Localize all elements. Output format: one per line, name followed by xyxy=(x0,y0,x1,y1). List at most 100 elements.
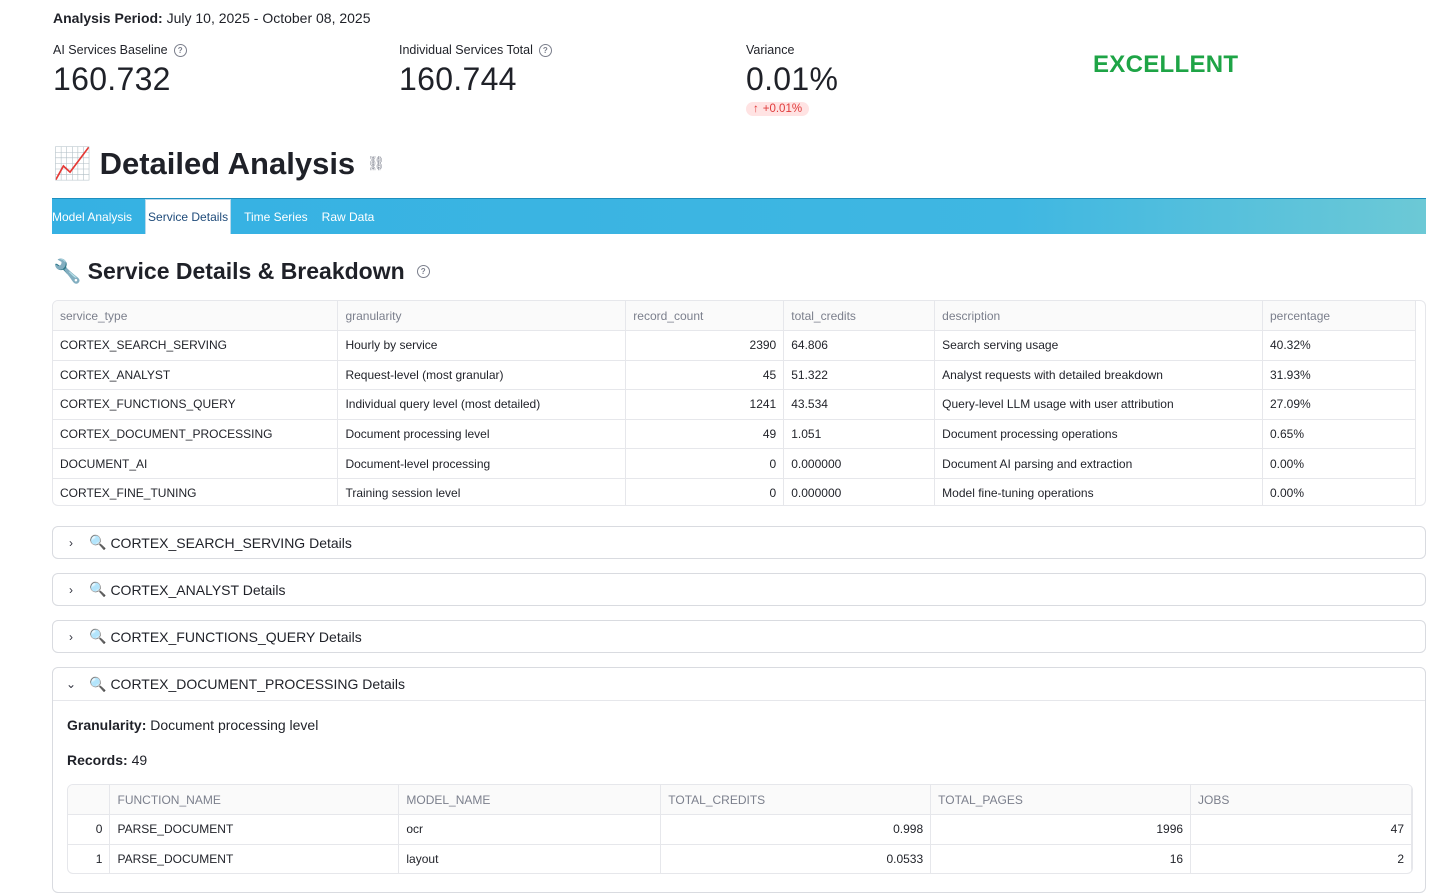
table-cell[interactable]: 0.00% xyxy=(1262,478,1416,505)
table-cell[interactable]: 0.000000 xyxy=(783,478,936,505)
metric-individual-total: Individual Services Total ? 160.744 xyxy=(399,43,552,98)
column-header[interactable]: record_count xyxy=(625,301,785,331)
page-title: Detailed Analysis xyxy=(99,145,356,181)
link-icon[interactable]: ⛓ xyxy=(367,155,385,171)
chart-emoji-icon: 📈 xyxy=(53,146,92,181)
table-row: CORTEX_FUNCTIONS_QUERY Individual query … xyxy=(53,389,1416,420)
table-cell[interactable]: 27.09% xyxy=(1262,389,1416,420)
tab-raw-data[interactable]: Raw Data xyxy=(321,209,375,224)
column-header[interactable]: percentage xyxy=(1262,301,1416,331)
table-cell[interactable]: PARSE_DOCUMENT xyxy=(109,844,400,873)
chevron-down-icon: ⌄ xyxy=(65,677,77,691)
status-text: EXCELLENT xyxy=(1093,51,1239,78)
column-header[interactable]: MODEL_NAME xyxy=(398,785,662,815)
metric-label: Individual Services Total xyxy=(399,43,533,57)
table-cell[interactable]: 2 xyxy=(1190,844,1412,873)
column-header[interactable]: granularity xyxy=(337,301,627,331)
table-cell[interactable]: Query-level LLM usage with user attribut… xyxy=(934,389,1263,420)
help-icon[interactable]: ? xyxy=(173,43,187,57)
expander-functions-query[interactable]: › 🔍 CORTEX_FUNCTIONS_QUERY Details xyxy=(52,620,1426,653)
records-label: Records: xyxy=(67,752,128,768)
metric-delta-badge: ↑ +0.01% xyxy=(746,102,810,116)
table-cell[interactable]: 51.322 xyxy=(783,360,936,391)
table-cell[interactable]: CORTEX_ANALYST xyxy=(53,360,339,391)
table-cell[interactable]: 40.32% xyxy=(1262,330,1416,361)
help-icon[interactable]: ? xyxy=(538,43,552,57)
table-cell[interactable]: Request-level (most granular) xyxy=(337,360,627,391)
column-header[interactable]: JOBS xyxy=(1190,785,1412,815)
table-cell[interactable]: Model fine-tuning operations xyxy=(934,478,1263,505)
table-cell[interactable]: layout xyxy=(398,844,662,873)
tab-service-details[interactable]: Service Details xyxy=(145,199,232,234)
table-row: 1 PARSE_DOCUMENT layout 0.0533 16 2 xyxy=(68,844,1412,873)
document-processing-table[interactable]: FUNCTION_NAME MODEL_NAME TOTAL_CREDITS T… xyxy=(67,784,1413,874)
expander-label: CORTEX_SEARCH_SERVING Details xyxy=(110,534,352,551)
table-cell[interactable]: 1241 xyxy=(625,389,785,420)
table-cell[interactable]: ocr xyxy=(398,814,662,845)
magnifier-icon: 🔍 xyxy=(89,675,107,692)
table-cell[interactable]: 0 xyxy=(625,448,785,479)
table-cell[interactable]: 16 xyxy=(930,844,1192,873)
table-cell[interactable]: Document AI parsing and extraction xyxy=(934,448,1263,479)
table-cell[interactable]: PARSE_DOCUMENT xyxy=(109,814,400,845)
table-header-row: service_type granularity record_count to… xyxy=(53,301,1416,331)
table-cell[interactable]: CORTEX_SEARCH_SERVING xyxy=(53,330,339,361)
row-index: 0 xyxy=(68,814,111,845)
detailed-analysis-heading: 📈 Detailed Analysis ⛓ xyxy=(53,145,385,182)
column-header[interactable]: TOTAL_CREDITS xyxy=(660,785,932,815)
table-cell[interactable]: 47 xyxy=(1190,814,1412,845)
expander-analyst[interactable]: › 🔍 CORTEX_ANALYST Details xyxy=(52,573,1426,606)
table-cell[interactable]: 49 xyxy=(625,419,785,450)
table-cell[interactable]: Individual query level (most detailed) xyxy=(337,389,627,420)
table-row: CORTEX_ANALYST Request-level (most granu… xyxy=(53,360,1416,391)
analysis-period-label: Analysis Period: xyxy=(53,10,163,26)
table-cell[interactable]: 0.000000 xyxy=(783,448,936,479)
table-cell[interactable]: 0.00% xyxy=(1262,448,1416,479)
table-cell[interactable]: 1996 xyxy=(930,814,1192,845)
help-icon[interactable]: ? xyxy=(416,265,430,278)
table-cell[interactable]: Document-level processing xyxy=(337,448,627,479)
metric-value: 160.744 xyxy=(399,61,517,97)
magnifier-icon: 🔍 xyxy=(89,581,107,597)
table-cell[interactable]: CORTEX_FUNCTIONS_QUERY xyxy=(53,389,339,420)
column-header[interactable]: TOTAL_PAGES xyxy=(930,785,1192,815)
column-header[interactable]: FUNCTION_NAME xyxy=(109,785,400,815)
table-cell[interactable]: 0.0533 xyxy=(660,844,932,873)
table-row: CORTEX_FINE_TUNING Training session leve… xyxy=(53,478,1416,505)
table-cell[interactable]: 45 xyxy=(625,360,785,391)
metric-value: 160.732 xyxy=(53,61,171,97)
table-cell[interactable]: 2390 xyxy=(625,330,785,361)
table-cell[interactable]: 0 xyxy=(625,478,785,505)
chevron-right-icon: › xyxy=(69,535,73,550)
expander-search-serving[interactable]: › 🔍 CORTEX_SEARCH_SERVING Details xyxy=(52,526,1426,559)
metric-value: 0.01% xyxy=(746,61,839,97)
table-cell[interactable]: 0.65% xyxy=(1262,419,1416,450)
tab-model-analysis[interactable]: Model Analysis xyxy=(52,209,133,224)
table-cell[interactable]: 1.051 xyxy=(783,419,936,450)
table-cell[interactable]: Document processing operations xyxy=(934,419,1263,450)
metric-variance: Variance 0.01% ↑ +0.01% xyxy=(746,43,838,117)
tab-time-series[interactable]: Time Series xyxy=(244,209,308,224)
service-table[interactable]: service_type granularity record_count to… xyxy=(52,300,1426,506)
expander-label: CORTEX_ANALYST Details xyxy=(110,581,286,598)
expander-document-processing: ⌄ 🔍 CORTEX_DOCUMENT_PROCESSING Details G… xyxy=(52,667,1426,893)
table-cell[interactable]: Analyst requests with detailed breakdown xyxy=(934,360,1263,391)
table-cell[interactable]: Document processing level xyxy=(337,419,627,450)
table-cell[interactable]: DOCUMENT_AI xyxy=(53,448,339,479)
table-cell[interactable]: 43.534 xyxy=(783,389,936,420)
table-cell[interactable]: CORTEX_FINE_TUNING xyxy=(53,478,339,505)
table-cell[interactable]: 31.93% xyxy=(1262,360,1416,391)
table-cell[interactable]: 64.806 xyxy=(783,330,936,361)
column-header[interactable]: total_credits xyxy=(783,301,936,331)
column-header[interactable]: service_type xyxy=(53,301,339,331)
service-details-heading: 🔧 Service Details & Breakdown ? xyxy=(53,258,430,285)
table-cell[interactable]: Training session level xyxy=(337,478,627,505)
metric-delta: +0.01% xyxy=(762,103,803,115)
table-cell[interactable]: Hourly by service xyxy=(337,330,627,361)
metric-label: AI Services Baseline xyxy=(53,43,168,57)
column-header[interactable]: description xyxy=(934,301,1263,331)
table-header-row: FUNCTION_NAME MODEL_NAME TOTAL_CREDITS T… xyxy=(68,785,1412,815)
table-cell[interactable]: CORTEX_DOCUMENT_PROCESSING xyxy=(53,419,339,450)
table-cell[interactable]: Search serving usage xyxy=(934,330,1263,361)
table-cell[interactable]: 0.998 xyxy=(660,814,932,845)
